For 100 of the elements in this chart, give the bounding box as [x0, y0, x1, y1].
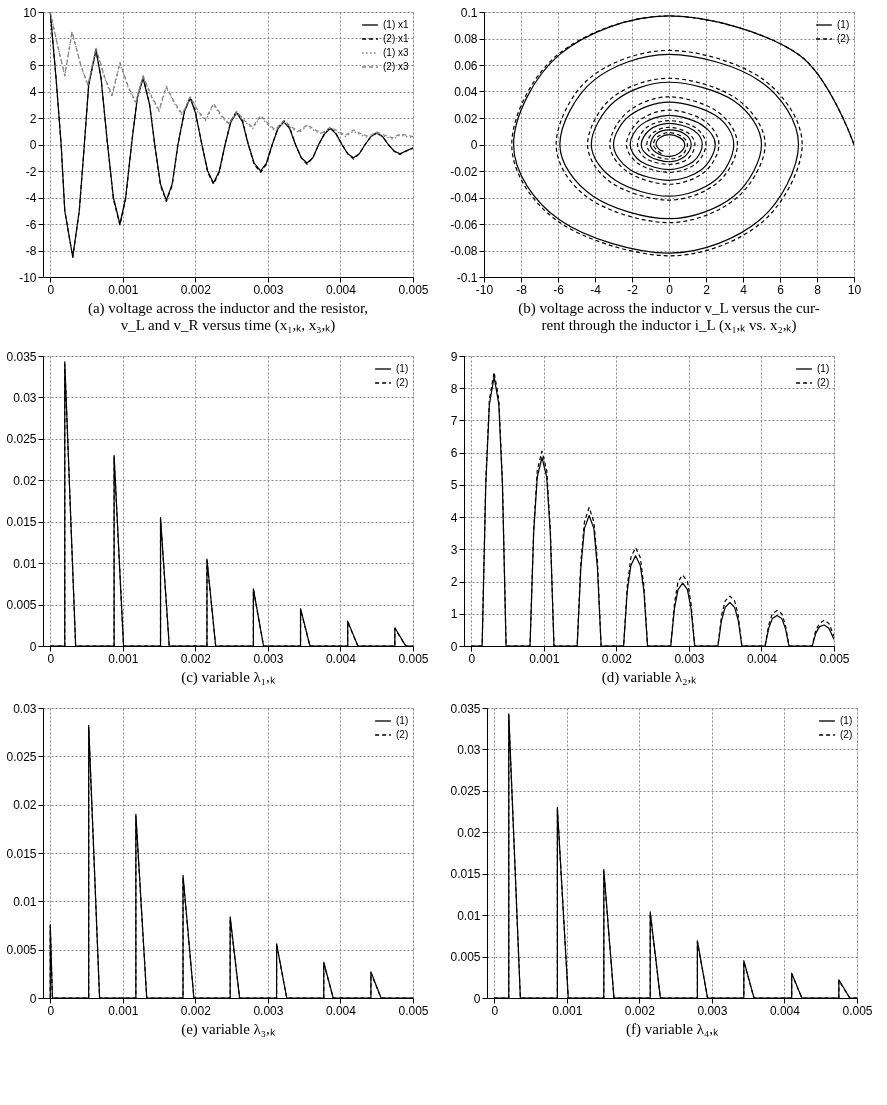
- x-tick-label: 0.001: [108, 282, 139, 297]
- y-tick-label: 0: [29, 639, 37, 654]
- legend-label: (1) x3: [383, 47, 409, 58]
- y-tick-label: 0.02: [454, 111, 478, 126]
- y-tick-label: 0.005: [450, 950, 481, 965]
- legend-label: (1): [396, 715, 409, 726]
- y-tick-label: 0.005: [6, 943, 37, 958]
- y-tick-label: -6: [25, 217, 37, 232]
- y-tick-label: 3: [450, 542, 458, 557]
- y-tick-label: 6: [29, 58, 37, 73]
- y-tick-label: 6: [450, 446, 458, 461]
- x-tick-label: 0.004: [769, 1003, 801, 1018]
- x-tick-label: 0.004: [746, 651, 778, 666]
- x-tick-label: 0.005: [398, 282, 429, 297]
- y-tick-label: 0.03: [13, 701, 37, 716]
- x-tick-label: 0.005: [398, 651, 429, 666]
- y-tick-label: 5: [450, 478, 458, 493]
- y-tick-label: -4: [25, 191, 37, 205]
- y-tick-label: 4: [450, 510, 458, 525]
- y-tick-label: -8: [25, 244, 37, 258]
- y-tick-label: 0.04: [454, 85, 478, 99]
- x-tick-label: -6: [553, 282, 565, 297]
- x-tick-label: 10: [847, 282, 862, 297]
- y-tick-label: 0.035: [6, 349, 37, 364]
- y-tick-label: 0.1: [460, 5, 478, 20]
- x-tick-label: 0.004: [325, 1003, 357, 1018]
- y-tick-label: 0.08: [454, 32, 478, 46]
- x-tick-label: 0.001: [552, 1003, 583, 1018]
- x-tick-label: 0.002: [180, 282, 212, 297]
- y-tick-label: 10: [23, 5, 37, 20]
- y-tick-label: 0.06: [454, 58, 478, 73]
- x-tick-label: 0.002: [180, 651, 212, 666]
- x-tick-label: 4: [740, 282, 748, 297]
- y-tick-label: 0.025: [450, 784, 481, 799]
- legend-label: (2): [817, 377, 830, 388]
- legend-label: (1): [396, 363, 409, 374]
- legend-label: (1): [817, 363, 830, 374]
- y-tick-label: -10: [19, 270, 37, 285]
- x-tick-label: 0.001: [108, 1003, 139, 1018]
- y-tick-label: 0.005: [6, 598, 37, 613]
- text: (a) voltage across the inductor and the resistor, v_L and v_R versus time (x₁,ₖ, x₃,ₖ): [87, 300, 369, 334]
- text: (e) variable λ₃,ₖ: [181, 1021, 276, 1038]
- x-tick-label: 0.002: [601, 651, 633, 666]
- y-tick-label: 2: [450, 575, 458, 590]
- y-tick-label: 4: [29, 85, 37, 99]
- y-tick-label: 0.03: [457, 742, 481, 757]
- legend-label: (2): [840, 729, 853, 740]
- y-tick-label: 8: [450, 381, 458, 396]
- text: (c) variable λ₁,ₖ: [181, 669, 276, 686]
- y-tick-label: 0.01: [13, 556, 37, 571]
- x-tick-label: -4: [590, 282, 602, 297]
- y-tick-label: 0.01: [13, 894, 37, 909]
- y-tick-label: 0.015: [450, 867, 481, 882]
- x-tick-label: 6: [777, 282, 785, 297]
- legend-label: (2) x3: [383, 61, 409, 72]
- y-tick-label: 7: [450, 413, 458, 428]
- legend-label: (2) x1: [383, 33, 409, 44]
- x-tick-label: 0: [47, 651, 55, 666]
- text: (d) variable λ₂,ₖ: [601, 669, 698, 686]
- x-tick-label: 0.004: [325, 282, 357, 297]
- x-tick-label: 0: [491, 1003, 499, 1018]
- x-tick-label: 0.005: [842, 1003, 873, 1018]
- x-tick-label: 0.001: [529, 651, 560, 666]
- x-tick-label: 0.002: [624, 1003, 656, 1018]
- x-tick-label: 0: [47, 282, 55, 297]
- text: (b) voltage across the inductor v_L versus the cur- rent through the inductor i_L (x₁,ₖ vs. x₂,ₖ): [518, 300, 820, 334]
- y-tick-label: 0: [450, 639, 458, 654]
- x-tick-label: 0.005: [398, 1003, 429, 1018]
- x-tick-label: 0.003: [253, 1003, 284, 1018]
- y-tick-label: -0.08: [450, 244, 478, 258]
- y-tick-label: 0.025: [6, 432, 37, 447]
- x-tick-label: 0.003: [253, 651, 284, 666]
- text: (f) variable λ₄,ₖ: [625, 1021, 720, 1038]
- x-tick-label: 0: [666, 282, 674, 297]
- x-tick-label: 0.003: [674, 651, 705, 666]
- legend-label: (2): [396, 377, 409, 388]
- y-tick-label: -0.1: [456, 270, 478, 285]
- y-tick-label: 0: [473, 991, 481, 1006]
- legend-label: (1): [837, 19, 850, 30]
- x-tick-label: 0.005: [819, 651, 850, 666]
- y-tick-label: 0.015: [6, 515, 37, 530]
- y-tick-label: 0.025: [6, 749, 37, 764]
- y-tick-label: -0.06: [450, 217, 478, 232]
- y-tick-label: 0.035: [450, 701, 481, 716]
- y-tick-label: 0: [470, 138, 478, 152]
- y-tick-label: 0: [29, 991, 37, 1006]
- x-tick-label: 2: [703, 282, 711, 297]
- y-tick-label: -0.04: [450, 191, 478, 205]
- y-tick-label: -2: [25, 164, 37, 179]
- legend-label: (1) x1: [383, 19, 409, 30]
- y-tick-label: 8: [29, 32, 37, 46]
- x-tick-label: 0.001: [108, 651, 139, 666]
- legend-label: (1): [840, 715, 853, 726]
- x-tick-label: 0.004: [325, 651, 357, 666]
- legend-label: (2): [396, 729, 409, 740]
- y-tick-label: 0.03: [13, 390, 37, 405]
- y-tick-label: 0.015: [6, 846, 37, 861]
- x-tick-label: -8: [516, 282, 528, 297]
- y-tick-label: -0.02: [450, 164, 478, 179]
- x-tick-label: 0.002: [180, 1003, 212, 1018]
